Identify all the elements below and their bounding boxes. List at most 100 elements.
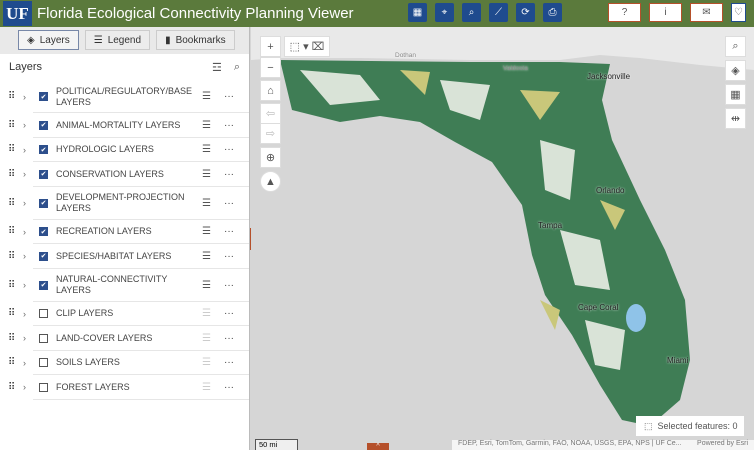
layer-item[interactable]: ⠿ › ✔ NATURAL-CONNECTIVITY LAYERS ☰ ··· [0,269,249,302]
info-button[interactable]: i [649,3,682,22]
layer-checkbox[interactable] [39,309,48,319]
chevron-right-icon[interactable]: › [23,280,26,290]
collapse-all-icon[interactable]: ☲ [211,61,222,74]
layer-item[interactable]: ⠿ › FOREST LAYERS ☰ ··· [0,375,249,400]
tab-bookmarks[interactable]: ▮ Bookmarks [156,30,235,50]
next-extent-button[interactable]: ⇨ [260,123,281,144]
more-options-icon[interactable]: ··· [224,168,234,180]
legend-list-icon[interactable]: ☰ [202,144,211,156]
drag-handle-icon[interactable]: ⠿ [8,119,15,131]
more-options-icon[interactable]: ··· [224,91,234,102]
coordinate-button[interactable]: ⇹ [725,108,746,129]
mail-button[interactable]: ✉ [690,3,723,22]
layer-item[interactable]: ⠿ › ✔ DEVELOPMENT-PROJECTION LAYERS ☰ ··· [0,187,249,220]
more-options-icon[interactable]: ··· [224,357,234,369]
calculator-button[interactable]: ▦ [408,3,427,22]
layer-checkbox[interactable]: ✔ [39,227,48,237]
tab-legend[interactable]: ☰ Legend [84,30,151,50]
layer-checkbox[interactable]: ✔ [39,280,48,290]
legend-list-icon[interactable]: ☰ [202,357,211,369]
basemap-button[interactable]: ◈ [725,60,746,81]
layer-item[interactable]: ⠿ › ✔ ANIMAL-MORTALITY LAYERS ☰ ··· [0,113,249,138]
legend-list-icon[interactable]: ☰ [202,381,211,393]
more-options-icon[interactable]: ··· [224,332,234,344]
legend-list-icon[interactable]: ☰ [202,332,211,344]
chevron-right-icon[interactable]: › [23,144,26,155]
layer-checkbox[interactable] [39,382,48,392]
layer-checkbox[interactable]: ✔ [39,251,48,261]
more-options-icon[interactable]: ··· [224,308,234,320]
more-options-icon[interactable]: ··· [224,226,234,238]
print-button[interactable]: ⎙ [543,3,562,22]
swipe-button[interactable]: ⟳ [516,3,535,22]
layer-item[interactable]: ⠿ › ✔ HYDROLOGIC LAYERS ☰ ··· [0,138,249,163]
layer-checkbox[interactable]: ✔ [39,169,48,179]
layer-checkbox[interactable] [39,358,48,368]
drag-handle-icon[interactable]: ⠿ [8,250,15,262]
drag-handle-icon[interactable]: ⠿ [8,144,15,156]
layer-item[interactable]: ⠿ › ✔ RECREATION LAYERS ☰ ··· [0,220,249,245]
expand-bottom-panel-button[interactable]: ^ [367,443,389,450]
more-options-icon[interactable]: ··· [224,250,234,262]
chevron-right-icon[interactable]: › [23,120,26,131]
zoom-out-button[interactable]: − [260,57,281,78]
heart-button[interactable]: ♡ [731,3,746,22]
help-button[interactable]: ? [608,3,641,22]
map-query-button[interactable]: ⌖ [435,3,454,22]
legend-list-icon[interactable]: ☰ [202,197,211,209]
more-options-icon[interactable]: ··· [224,144,234,156]
chevron-right-icon[interactable]: › [23,226,26,237]
layer-item[interactable]: ⠿ › ✔ CONSERVATION LAYERS ☰ ··· [0,162,249,187]
layer-checkbox[interactable]: ✔ [39,92,48,101]
more-options-icon[interactable]: ··· [224,197,234,209]
more-options-icon[interactable]: ··· [224,381,234,393]
drag-handle-icon[interactable]: ⠿ [8,308,15,320]
drag-handle-icon[interactable]: ⠿ [8,197,15,209]
previous-extent-button[interactable]: ⇦ [260,103,281,124]
more-options-icon[interactable]: ··· [224,279,234,291]
locate-button[interactable]: ⊕ [260,147,281,168]
zoom-in-button[interactable]: + [260,36,281,57]
drag-handle-icon[interactable]: ⠿ [8,357,15,369]
search-icon[interactable]: ⌕ [233,60,240,73]
zoom-search-button[interactable]: ⌕ [462,3,481,22]
legend-list-icon[interactable]: ☰ [202,91,211,102]
legend-list-icon[interactable]: ☰ [202,279,211,291]
chevron-right-icon[interactable]: › [23,198,26,208]
legend-list-icon[interactable]: ☰ [202,250,211,262]
select-tool-button[interactable]: ⬚ ▾ ⌧ [284,36,330,57]
layer-item[interactable]: ⠿ › LAND-COVER LAYERS ☰ ··· [0,326,249,351]
legend-list-icon[interactable]: ☰ [202,168,211,180]
chevron-right-icon[interactable]: › [23,169,26,180]
layer-item[interactable]: ⠿ › SOILS LAYERS ☰ ··· [0,351,249,376]
measure-button[interactable]: ⟋ [489,3,508,22]
drag-handle-icon[interactable]: ⠿ [8,381,15,393]
layer-checkbox[interactable]: ✔ [39,198,48,208]
layer-checkbox[interactable] [39,333,48,343]
legend-list-icon[interactable]: ☰ [202,226,211,238]
tab-layers[interactable]: ◈ Layers [18,30,79,50]
layer-checkbox[interactable]: ✔ [39,120,48,130]
more-options-icon[interactable]: ··· [224,119,234,131]
drag-handle-icon[interactable]: ⠿ [8,279,15,291]
legend-list-icon[interactable]: ☰ [202,308,211,320]
drag-handle-icon[interactable]: ⠿ [8,226,15,238]
drag-handle-icon[interactable]: ⠿ [8,168,15,180]
qr-code-button[interactable]: ▦ [725,84,746,105]
selected-features[interactable]: ⬚ Selected features: 0 [636,416,744,436]
home-button[interactable]: ⌂ [260,80,281,101]
layer-item[interactable]: ⠿ › CLIP LAYERS ☰ ··· [0,302,249,327]
layer-checkbox[interactable]: ✔ [39,145,48,155]
drag-handle-icon[interactable]: ⠿ [8,91,15,102]
chevron-right-icon[interactable]: › [23,251,26,262]
chevron-right-icon[interactable]: › [23,91,26,102]
drag-handle-icon[interactable]: ⠿ [8,332,15,344]
layer-item[interactable]: ⠿ › ✔ POLITICAL/REGULATORY/BASE LAYERS ☰ ··· [0,80,249,113]
search-button[interactable]: ⌕ [725,36,746,57]
layer-item[interactable]: ⠿ › ✔ SPECIES/HABITAT LAYERS ☰ ··· [0,244,249,269]
legend-list-icon[interactable]: ☰ [202,119,211,131]
chevron-right-icon[interactable]: › [23,382,26,393]
chevron-right-icon[interactable]: › [23,308,26,319]
map-view[interactable]: Dothan Valdosta Jacksonville Orlando Tampa Ca… [251,27,754,450]
chevron-right-icon[interactable]: › [23,333,26,344]
